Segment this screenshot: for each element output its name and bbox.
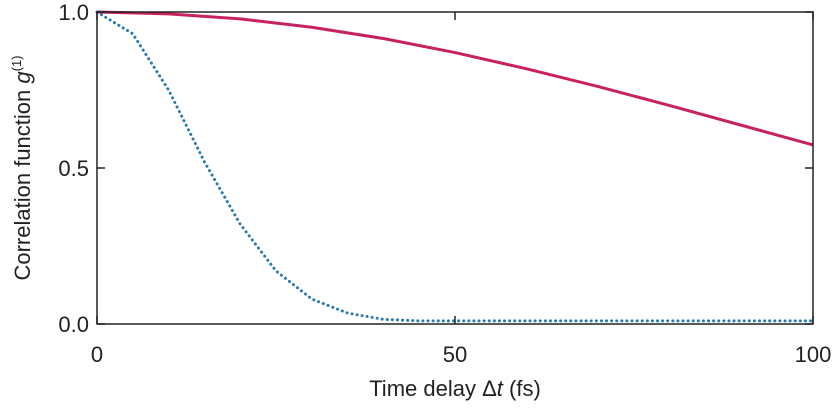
y-tick-label: 1.0 <box>58 0 89 25</box>
y-tick-label: 0.0 <box>58 312 89 337</box>
x-label-symbol: t <box>497 376 504 401</box>
y-label-symbol: g <box>10 71 35 84</box>
x-tick-label: 50 <box>443 342 467 367</box>
x-label-text: Time delay Δ <box>369 376 497 401</box>
plot-frame <box>96 11 814 325</box>
y-tick-label: 0.5 <box>58 156 89 181</box>
x-axis-label: Time delay Δt (fs) <box>369 376 541 401</box>
x-tick-label: 0 <box>91 342 103 367</box>
y-label-sup: (1) <box>9 55 24 71</box>
series-line <box>96 10 814 147</box>
series-line <box>95 10 815 323</box>
x-tick-label: 100 <box>795 342 832 367</box>
x-label-unit: (fs) <box>503 376 541 401</box>
y-axis-label: Correlation function g(1) <box>9 55 35 280</box>
y-label-text: Correlation function <box>10 84 35 281</box>
